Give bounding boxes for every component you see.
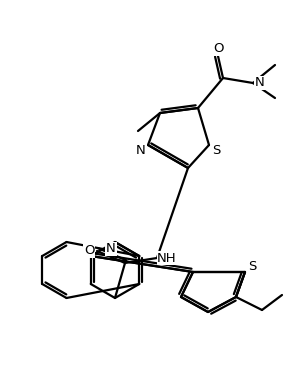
Text: N: N — [136, 144, 146, 157]
Text: O: O — [213, 42, 223, 55]
Text: S: S — [212, 144, 220, 157]
Text: N: N — [255, 77, 265, 90]
Text: O: O — [84, 244, 94, 257]
Text: NH: NH — [157, 251, 177, 264]
Text: S: S — [248, 260, 256, 273]
Text: N: N — [106, 243, 116, 256]
